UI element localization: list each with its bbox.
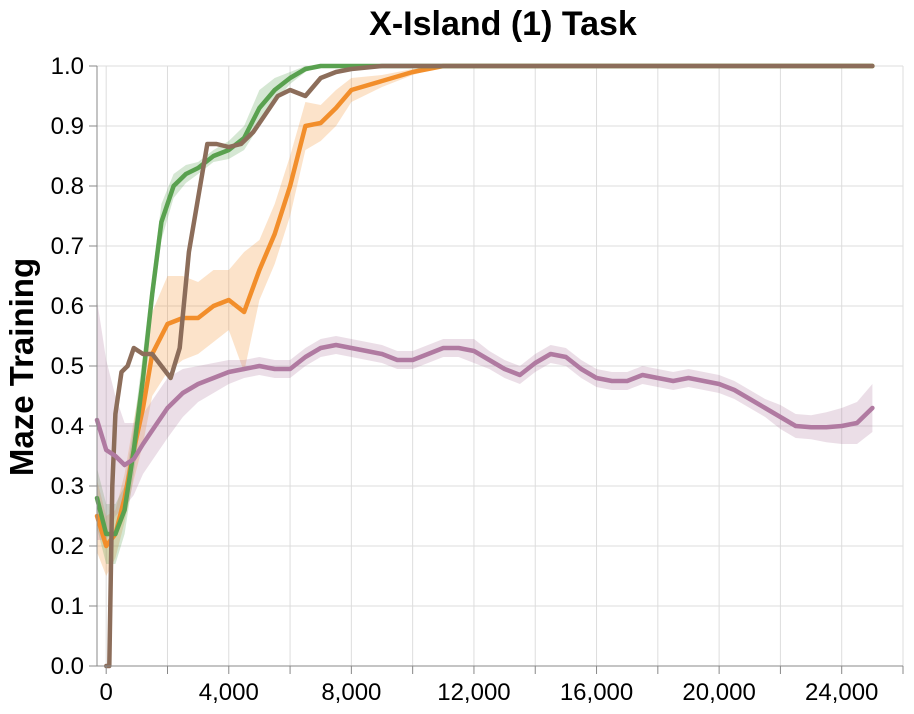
y-axis-ticks: 0.0 0.1 0.2 0.3 0.4 0.5 0.6 0.7 0.8 0.9 1.0 xyxy=(51,53,97,680)
series-orange-band xyxy=(97,66,873,576)
y-tick-label: 0.2 xyxy=(51,533,84,560)
y-tick-label: 1.0 xyxy=(51,53,84,80)
y-tick-label: 0.9 xyxy=(51,113,84,140)
series-brown-line xyxy=(103,63,875,669)
x-tick-label: 4,000 xyxy=(199,679,259,706)
series-purple-line xyxy=(94,342,875,468)
confidence-bands xyxy=(97,66,873,576)
x-tick-label: 20,000 xyxy=(682,679,755,706)
y-tick-label: 0.8 xyxy=(51,173,84,200)
x-axis-ticks: 0 4,000 8,000 12,000 16,000 20,000 24,000 xyxy=(100,666,904,706)
y-tick-label: 0.5 xyxy=(51,353,84,380)
y-tick-label: 0.1 xyxy=(51,593,84,620)
y-tick-label: 0.4 xyxy=(51,413,84,440)
series-purple-band xyxy=(97,300,873,540)
x-tick-label: 12,000 xyxy=(437,679,510,706)
x-tick-label: 16,000 xyxy=(560,679,633,706)
y-tick-label: 0.3 xyxy=(51,473,84,500)
series-lines xyxy=(94,63,875,669)
y-tick-label: 0.7 xyxy=(51,233,84,260)
x-tick-label: 0 xyxy=(100,679,113,706)
x-tick-label: 8,000 xyxy=(321,679,381,706)
chart-title: X-Island (1) Task xyxy=(369,5,637,43)
y-tick-label: 0.0 xyxy=(51,653,84,680)
y-axis-label: Maze Training xyxy=(3,258,40,476)
x-tick-label: 24,000 xyxy=(805,679,878,706)
y-tick-label: 0.6 xyxy=(51,293,84,320)
